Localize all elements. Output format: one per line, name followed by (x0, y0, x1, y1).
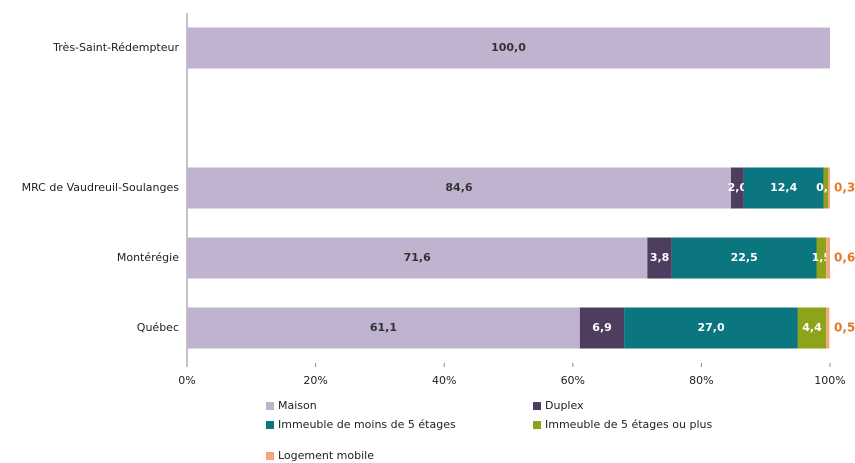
data-label: 12,4 (770, 181, 797, 194)
bar-segment (579, 307, 625, 349)
y-tick-label: Québec (137, 321, 179, 334)
bar-segment (187, 27, 830, 69)
bar-segment (826, 237, 830, 279)
data-label: 0,7 (816, 181, 836, 194)
legend-swatch (266, 452, 274, 460)
x-tick-label: 80% (689, 374, 713, 387)
legend-swatch (533, 402, 541, 410)
x-tick-label: 100% (814, 374, 845, 387)
bar-segment (624, 307, 798, 349)
bar-segment (816, 237, 827, 279)
y-tick-label: Montérégie (117, 251, 179, 264)
data-label: 0,6 (834, 251, 855, 265)
bar-segment (826, 307, 830, 349)
data-label: 4,4 (802, 321, 822, 334)
x-tick-label: 0% (178, 374, 195, 387)
bar-segment (647, 237, 672, 279)
bar-segment (797, 307, 827, 349)
data-label: 0,5 (834, 321, 855, 335)
y-tick-label: MRC de Vaudreuil-Soulanges (22, 181, 180, 194)
data-label: 22,5 (731, 251, 758, 264)
legend-swatch (266, 402, 274, 410)
data-label: 71,6 (404, 251, 431, 264)
data-label: 6,9 (592, 321, 612, 334)
bar-segment (671, 237, 817, 279)
legend-label: Logement mobile (278, 449, 374, 462)
bar-segment (187, 307, 580, 349)
x-tick-label: 60% (561, 374, 585, 387)
data-label: 61,1 (370, 321, 397, 334)
legend-label: Immeuble de moins de 5 étages (278, 418, 456, 431)
x-tick-label: 20% (303, 374, 327, 387)
legend-label: Immeuble de 5 étages ou plus (545, 418, 712, 431)
data-label: 100,0 (491, 41, 526, 54)
legend-swatch (266, 421, 274, 429)
data-label: 27,0 (697, 321, 724, 334)
bar-segment (187, 237, 648, 279)
y-tick-label: Très-Saint-Rédempteur (52, 41, 179, 54)
legend-swatch (533, 421, 541, 429)
data-label: 0,3 (834, 181, 855, 195)
bar-segment (730, 167, 744, 209)
bar-segment (828, 167, 830, 209)
bar-segment (187, 167, 731, 209)
data-label: 3,8 (650, 251, 670, 264)
data-label: 84,6 (445, 181, 472, 194)
bar-segment (743, 167, 824, 209)
legend-label: Duplex (545, 399, 584, 412)
legend-label: Maison (278, 399, 317, 412)
bar-segment (823, 167, 829, 209)
data-label: 2,0 (728, 181, 748, 194)
x-tick-label: 40% (432, 374, 456, 387)
